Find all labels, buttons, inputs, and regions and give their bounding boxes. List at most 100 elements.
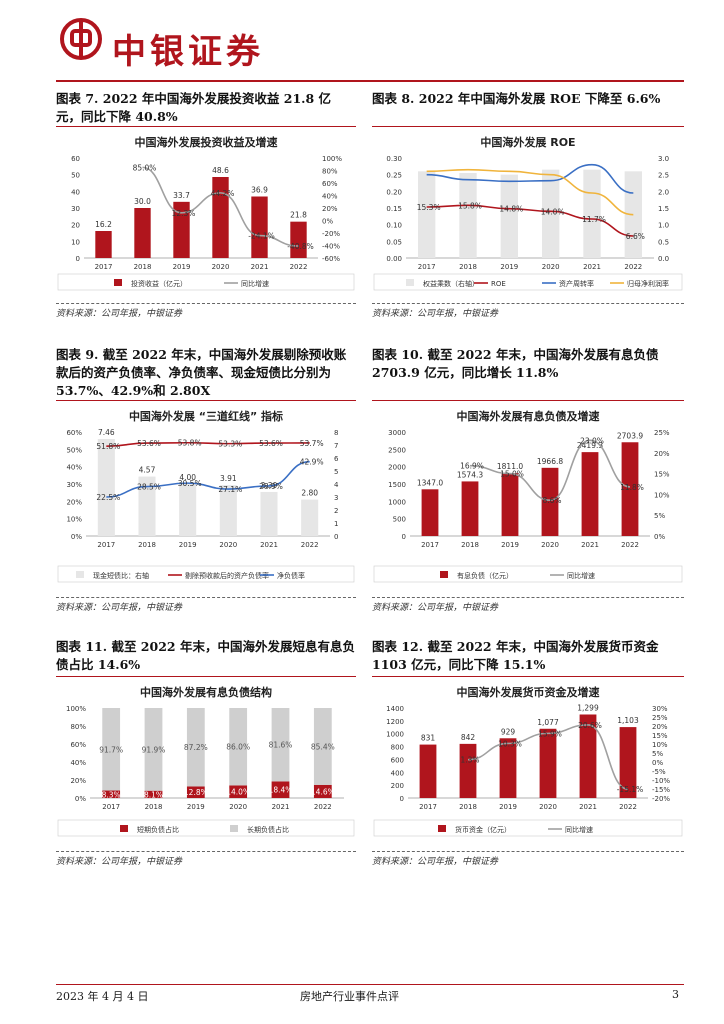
three-red-lines-chart: 中国海外发展 “三道红线” 指标 0% 10% 20% 30% 40% 50% 60% 0 1 2 3…: [57, 409, 355, 583]
x-axis-tick-label: 2022: [290, 263, 308, 271]
legend-label: 有息负债（亿元）: [457, 571, 513, 580]
x-axis-tick-label: 2017: [95, 263, 113, 271]
y-axis-tick-label: 60%: [70, 741, 86, 749]
y2-axis-tick-label: 3.0: [658, 155, 669, 163]
y-axis-tick-label: 1000: [388, 498, 406, 506]
line-data-label: 6.6%: [626, 232, 645, 241]
line-data-label: 27.1%: [218, 485, 242, 494]
stacked-bar-segment: [102, 708, 121, 791]
line-data-label: 8.6%: [542, 496, 561, 505]
bar: [541, 467, 559, 536]
x-axis-tick-label: 2018: [459, 263, 477, 271]
series-line: [426, 163, 634, 194]
stack-data-label: 86.0%: [226, 743, 250, 752]
line-data-label: 15.3%: [417, 203, 441, 212]
figure-8-title-rule: [372, 126, 684, 127]
line-data-label: 11.7%: [582, 215, 606, 224]
bar-data-label: 1,077: [537, 718, 559, 727]
y2-axis-tick-label: 80%: [322, 168, 338, 176]
x-axis-tick-label: 2018: [459, 803, 477, 811]
figure-12-source: 资料来源：公司年报，中银证券: [372, 857, 499, 867]
y2-axis-tick-label: 10%: [654, 491, 670, 499]
y2-axis-tick-label: 2: [334, 507, 338, 515]
stacked-bar-segment: [144, 708, 163, 791]
bar: [251, 196, 268, 258]
y2-axis-tick-label: -20%: [652, 795, 670, 803]
x-axis-tick-label: 2020: [229, 803, 247, 811]
line-data-label: 44.2%: [211, 189, 235, 198]
y2-axis-tick-label: 5%: [652, 750, 663, 758]
line-data-label: 12.3%: [172, 209, 196, 218]
y2-axis-tick-label: 30%: [652, 705, 668, 713]
bar-data-label: 4.00: [179, 473, 196, 482]
line-data-label: -24.1%: [248, 232, 275, 241]
series-line: [142, 166, 299, 247]
y2-axis-tick-label: 0.0: [658, 255, 669, 263]
x-axis-tick-label: 2018: [461, 541, 479, 549]
bar-data-label: 36.9: [251, 186, 268, 195]
bar: [501, 473, 519, 536]
series-line: [106, 460, 310, 498]
line-data-label: 1.3%: [460, 756, 479, 765]
x-axis-tick-label: 2021: [581, 541, 599, 549]
bar: [173, 201, 190, 258]
y2-axis-tick-label: 0%: [652, 759, 663, 767]
figure-12-title-rule: [372, 676, 684, 677]
y2-axis-tick-label: 8: [334, 429, 338, 437]
footer-rule: [56, 984, 684, 985]
chart-title: 中国海外发展货币资金及增速: [457, 685, 600, 699]
y-axis-tick-label: 20: [71, 222, 80, 230]
line-data-label: 14.0%: [541, 207, 565, 216]
stacked-bar-segment: [229, 785, 248, 798]
chart-title: 中国海外发展 “三道红线” 指标: [129, 409, 283, 423]
y2-axis-tick-label: 20%: [654, 450, 670, 458]
legend-swatch: [120, 825, 128, 832]
x-axis-tick-label: 2020: [542, 263, 560, 271]
legend-swatch: [438, 825, 446, 832]
legend-box: [57, 273, 355, 291]
y-axis-tick-label: 10: [71, 238, 80, 246]
legend-label: 长期负债占比: [247, 825, 289, 834]
legend-box: [57, 819, 355, 837]
figure-12-title: 图表 12. 截至 2022 年末，中国海外发展货币资金 1103 亿元，同比下…: [372, 639, 659, 672]
y-axis-tick-label: 100%: [66, 705, 86, 713]
figure-7-source: 资料来源：公司年报，中银证券: [56, 309, 183, 319]
y2-axis-tick-label: 2.5: [658, 172, 669, 180]
stacked-bar-segment: [271, 781, 290, 798]
legend-label: 同比增速: [241, 279, 269, 288]
source-rule: [56, 303, 356, 304]
y2-axis-tick-label: 1.0: [658, 222, 669, 230]
page-number: 3: [672, 988, 679, 1001]
bar: [619, 727, 637, 798]
y-axis-tick-label: 1400: [386, 705, 404, 713]
figure-7-title-rule: [56, 126, 356, 127]
y2-axis-tick-label: -5%: [652, 768, 666, 776]
y2-axis-tick-label: 6: [334, 455, 339, 463]
y2-axis-tick-label: 20%: [322, 205, 338, 213]
series-line: [469, 439, 631, 502]
legend-label: 现金短债比：右轴: [93, 571, 149, 580]
line-data-label: 51.8%: [96, 442, 120, 451]
legend-box: [57, 565, 355, 583]
y2-axis-tick-label: 0%: [654, 533, 665, 541]
legend-label: 投资收益（亿元）: [131, 279, 187, 288]
y2-axis-tick-label: -20%: [322, 230, 340, 238]
bar-data-label: 1811.0: [497, 462, 523, 471]
bar: [290, 221, 307, 258]
line-data-label: 15.9%: [538, 729, 562, 738]
line-data-label: 28.9%: [259, 482, 283, 491]
bar: [621, 442, 639, 536]
bar: [134, 208, 151, 258]
y-axis-tick-label: 60%: [66, 429, 82, 437]
x-axis-tick-label: 2019: [500, 263, 518, 271]
source-rule: [372, 303, 684, 304]
stack-data-label: 12.8%: [184, 788, 208, 797]
y-axis-tick-label: 500: [393, 516, 406, 524]
bar: [583, 169, 601, 258]
x-axis-tick-label: 2022: [301, 541, 319, 549]
y-axis-tick-label: 0.10: [386, 222, 402, 230]
cash-chart: 中国海外发展货币资金及增速 0 200 400 600 800 1000 1200 1400 -2…: [373, 685, 683, 837]
y2-axis-tick-label: -15%: [652, 786, 670, 794]
y2-axis-tick-label: 20%: [652, 723, 668, 731]
y2-axis-tick-label: 25%: [654, 429, 670, 437]
